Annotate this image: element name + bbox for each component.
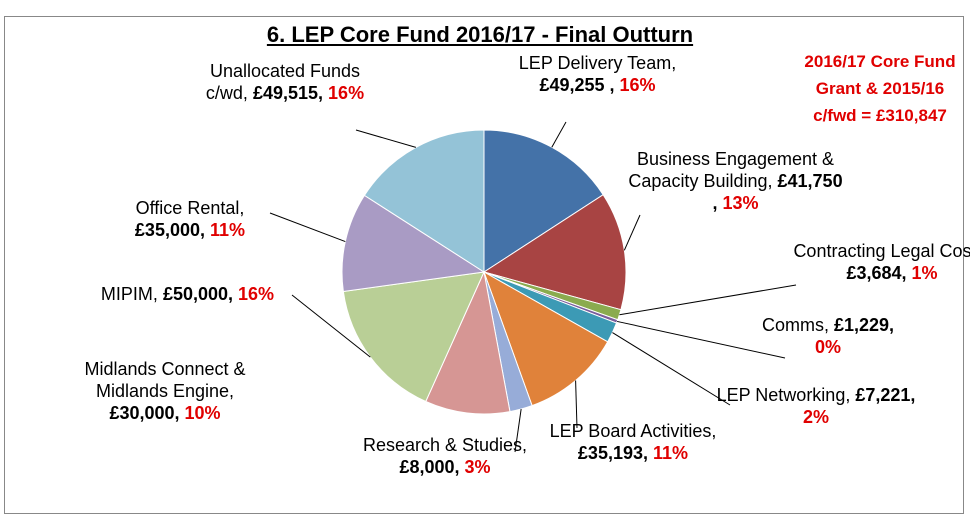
value-label: £8,000, [399, 457, 460, 477]
slice-label: LEP Networking, £7,221, 2% [716, 384, 916, 428]
value-label: £50,000, [162, 284, 234, 304]
pie-slice [483, 129, 604, 273]
percent-label: 11% [210, 220, 246, 240]
value-label: £49,515, [252, 83, 324, 103]
leader-line [612, 332, 731, 406]
leader-line [514, 408, 522, 453]
category-name: LEP Delivery Team, [518, 53, 677, 73]
leader-line [269, 212, 346, 243]
category-name: Business Engagement & Capacity Building, [628, 149, 835, 191]
chart-frame [4, 16, 964, 514]
percent-label: 16% [619, 75, 656, 95]
percent-label: 10% [184, 403, 221, 423]
category-name: LEP Board Activities, [549, 421, 717, 441]
slice-label: LEP Delivery Team, £49,255 , 16% [500, 52, 695, 96]
value-label: £7,221, [855, 385, 916, 405]
percent-label: 1% [911, 263, 938, 283]
slice-label: Office Rental, £35,000, 11% [100, 197, 280, 241]
category-name: Research & Studies, [362, 435, 528, 455]
chart-title: 6. LEP Core Fund 2016/17 - Final Outturn [266, 22, 694, 47]
percent-label: 16% [328, 83, 365, 103]
percent-label: 13% [722, 193, 759, 213]
leader-line [619, 284, 797, 316]
category-name: Unallocated Funds c/wd, [205, 61, 361, 103]
category-name: Comms, [761, 315, 829, 335]
percent-label: 0% [814, 337, 841, 357]
value-label: £3,684, [846, 263, 907, 283]
percent-label: 11% [653, 443, 689, 463]
slice-label: MIPIM, £50,000, 16% [95, 283, 280, 305]
pie-slice [341, 194, 486, 293]
value-label: £49,255 , [539, 75, 615, 95]
value-label: £35,000, [134, 220, 205, 240]
slice-label: Business Engagement & Capacity Building,… [628, 148, 843, 214]
leader-line [617, 320, 786, 359]
pie-slice [482, 194, 627, 311]
slice-label: LEP Board Activities, £35,193, 11% [548, 420, 718, 464]
category-name: Midlands Connect & Midlands Engine, [84, 359, 246, 401]
leader-line [575, 380, 578, 429]
category-name: LEP Networking, [716, 385, 851, 405]
slice-label: Research & Studies, £8,000, 3% [355, 434, 535, 478]
value-label: £30,000, [109, 403, 180, 423]
slice-label: Midlands Connect & Midlands Engine, £30,… [60, 358, 270, 424]
category-name: MIPIM, [100, 284, 158, 304]
percent-label: 3% [464, 457, 491, 477]
category-name: Office Rental, [135, 198, 245, 218]
pie-slice [363, 129, 485, 273]
category-name: Contracting Legal Costs, [793, 241, 970, 261]
percent-label: 16% [238, 284, 275, 304]
slice-label: Contracting Legal Costs, £3,684, 1% [792, 240, 970, 284]
annotation: 2016/17 Core Fund Grant & 2015/16 c/fwd … [804, 52, 956, 125]
pie-slice [483, 270, 609, 407]
leader-line [355, 129, 417, 148]
pie-slice [342, 271, 485, 403]
slice-label: Comms, £1,229, 0% [758, 314, 898, 358]
leader-line [551, 121, 567, 148]
leader-line [623, 214, 641, 251]
percent-label: 2% [802, 407, 829, 427]
slice-label: Unallocated Funds c/wd, £49,515, 16% [200, 60, 370, 104]
value-label: £35,193, [577, 443, 648, 463]
value-label: £41,750 , [712, 171, 843, 213]
value-label: £1,229, [833, 315, 895, 335]
pie-slice [425, 270, 511, 415]
leader-line [291, 294, 371, 358]
